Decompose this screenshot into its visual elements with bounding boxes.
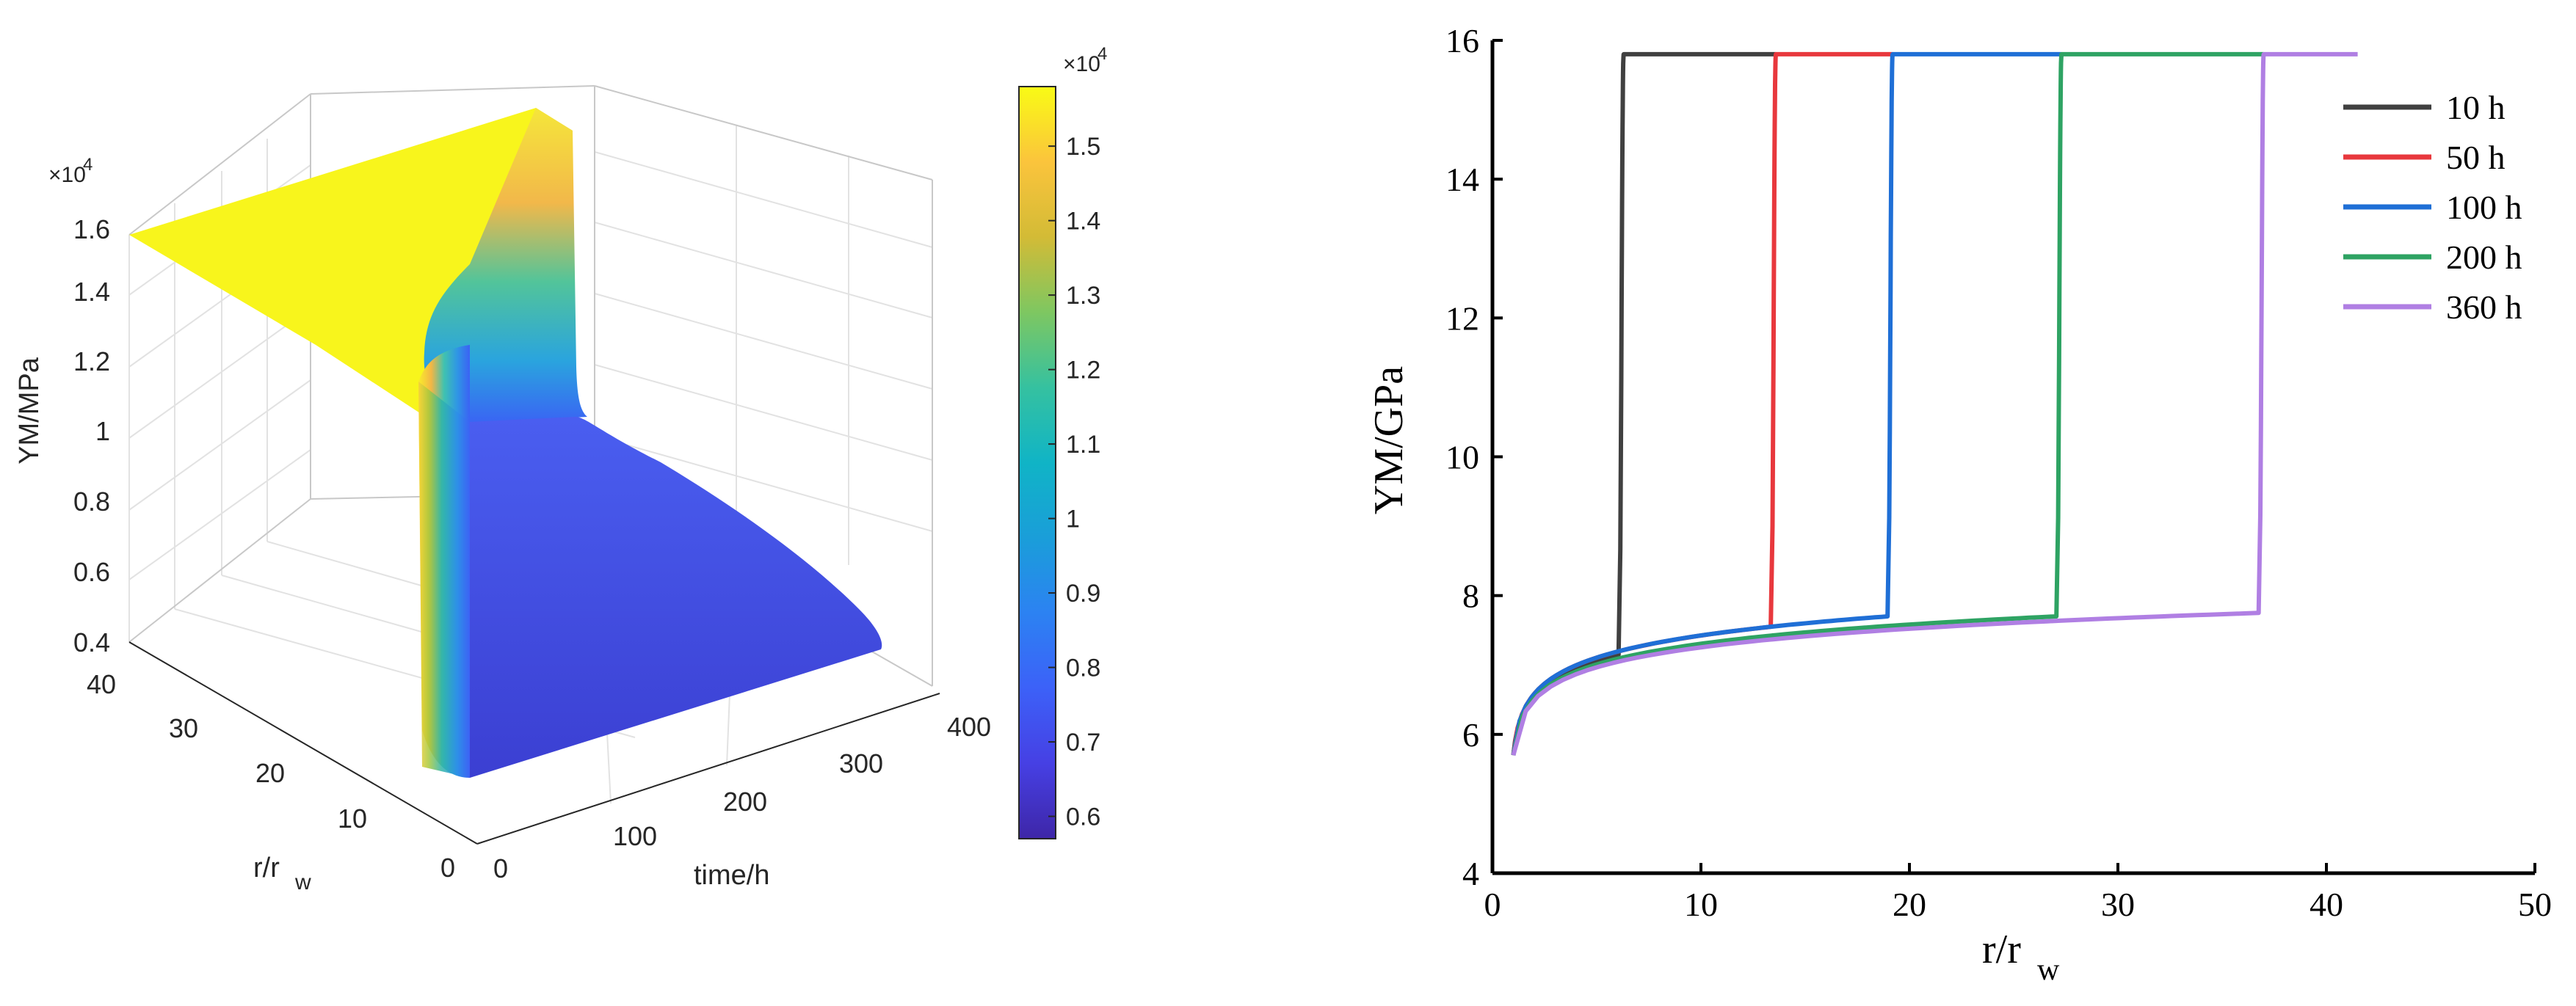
legend-label: 360 h (2446, 288, 2522, 326)
y-tick-label: 6 (1462, 716, 1479, 754)
z-tick: 1.4 (73, 277, 110, 307)
legend-label: 10 h (2446, 89, 2506, 126)
x-tick: 200 (723, 787, 767, 817)
y-axis-label-base: r/r (253, 853, 280, 883)
x-tick-label: 20 (1893, 886, 1926, 923)
legend: 10 h 50 h 100 h 200 h 360 h (2343, 89, 2522, 326)
line-x-axis-label: r/r w (1982, 927, 2060, 987)
y-tick-label: 14 (1445, 161, 1479, 198)
y-tick: 20 (255, 758, 285, 788)
colorbar-exponent-base: ×10 (1063, 52, 1100, 76)
x-tick-label: 40 (2310, 886, 2343, 923)
x-tick-label: 30 (2101, 886, 2135, 923)
legend-label: 100 h (2446, 189, 2522, 226)
z-tick: 0.8 (73, 486, 110, 517)
z-tick: 1.6 (73, 214, 110, 244)
colorbar-exponent: ×10 4 (1063, 44, 1107, 76)
line-plot-axes: 0 10 20 30 40 50 4 6 8 10 12 14 16 (1445, 22, 2552, 923)
y-tick-label: 12 (1445, 299, 1479, 337)
z-exponent: ×10 4 (48, 155, 92, 187)
y-tick-label: 10 (1445, 439, 1479, 476)
y-tick-labels: 40 30 20 10 0 (87, 669, 455, 883)
z-tick: 1.2 (73, 346, 110, 376)
x-tick: 400 (947, 712, 991, 742)
series-line (1511, 51, 1777, 756)
legend-label: 50 h (2446, 139, 2506, 176)
series-line (1511, 51, 2264, 756)
z-exponent-base: ×10 (48, 163, 86, 187)
x-tick-label: 0 (1484, 886, 1501, 923)
colorbar-tick-label: 1 (1066, 506, 1080, 533)
colorbar (1018, 86, 1056, 839)
colorbar-tick-label: 0.7 (1066, 729, 1100, 757)
z-tick: 1 (95, 416, 110, 446)
colorbar-tick-label: 0.9 (1066, 580, 1100, 608)
z-axis-label: YM/MPa (14, 357, 45, 464)
z-tick-labels: 0.4 0.6 0.8 1 1.2 1.4 1.6 (73, 214, 110, 657)
y-tick: 0 (440, 853, 455, 883)
surface-floor (470, 417, 882, 778)
colorbar-tick-label: 0.8 (1066, 655, 1100, 682)
grid-lines (128, 86, 933, 804)
colorbar-tick-label: 1.4 (1066, 208, 1100, 236)
y-axis-label: r/r w (253, 853, 311, 894)
series-line (1511, 51, 2062, 756)
z-tick: 0.4 (73, 627, 110, 657)
colorbar-tick-label: 0.6 (1066, 803, 1100, 831)
y-tick: 40 (87, 669, 116, 699)
colorbar-ticks: 0.6 0.7 0.8 0.9 1 1.1 1.2 1.3 1.4 1.5 (1048, 133, 1100, 831)
y-tick-label: 4 (1462, 855, 1479, 892)
surface-wall-front (418, 382, 470, 778)
x-tick: 100 (613, 821, 657, 851)
x-tick: 300 (839, 748, 883, 779)
y-tick: 30 (169, 713, 198, 743)
x-tick-label: 10 (1684, 886, 1718, 923)
line-y-axis-label: YM/GPa (1366, 366, 1412, 514)
x-tick-labels: 0 100 200 300 400 (493, 712, 991, 883)
line-plot-series (1511, 51, 2358, 757)
x-axis-label: time/h (694, 860, 769, 891)
colorbar-tick-label: 1.1 (1066, 431, 1100, 459)
line-plot: 0 10 20 30 40 50 4 6 8 10 12 14 16 10 h 50 h 100 h 200 … (1366, 22, 2552, 987)
colorbar-tick-label: 1.3 (1066, 282, 1100, 310)
line-x-axis-label-sub: w (2037, 953, 2060, 987)
y-tick-label: 8 (1462, 577, 1479, 615)
legend-label: 200 h (2446, 238, 2522, 276)
y-axis-label-sub: w (294, 870, 311, 894)
colorbar-exponent-power: 4 (1097, 44, 1107, 64)
z-tick: 0.6 (73, 557, 110, 587)
surface-plot: 0.4 0.6 0.8 1 1.2 1.4 1.6 ×10 4 YM/MPa 4… (14, 44, 1107, 894)
series-line (1511, 51, 2358, 757)
colorbar-tick-label: 1.5 (1066, 133, 1100, 161)
x-tick: 0 (493, 853, 508, 883)
x-axis-line (476, 693, 940, 845)
series-line (1511, 51, 1893, 756)
y-tick: 10 (338, 803, 367, 834)
surface-transition (424, 108, 587, 424)
x-tick-label: 50 (2518, 886, 2552, 923)
colorbar-tick-label: 1.2 (1066, 357, 1100, 384)
y-tick-label: 16 (1445, 22, 1479, 59)
line-x-axis-label-base: r/r (1982, 927, 2021, 972)
z-exponent-power: 4 (83, 155, 92, 175)
y-axis-line (128, 641, 478, 845)
